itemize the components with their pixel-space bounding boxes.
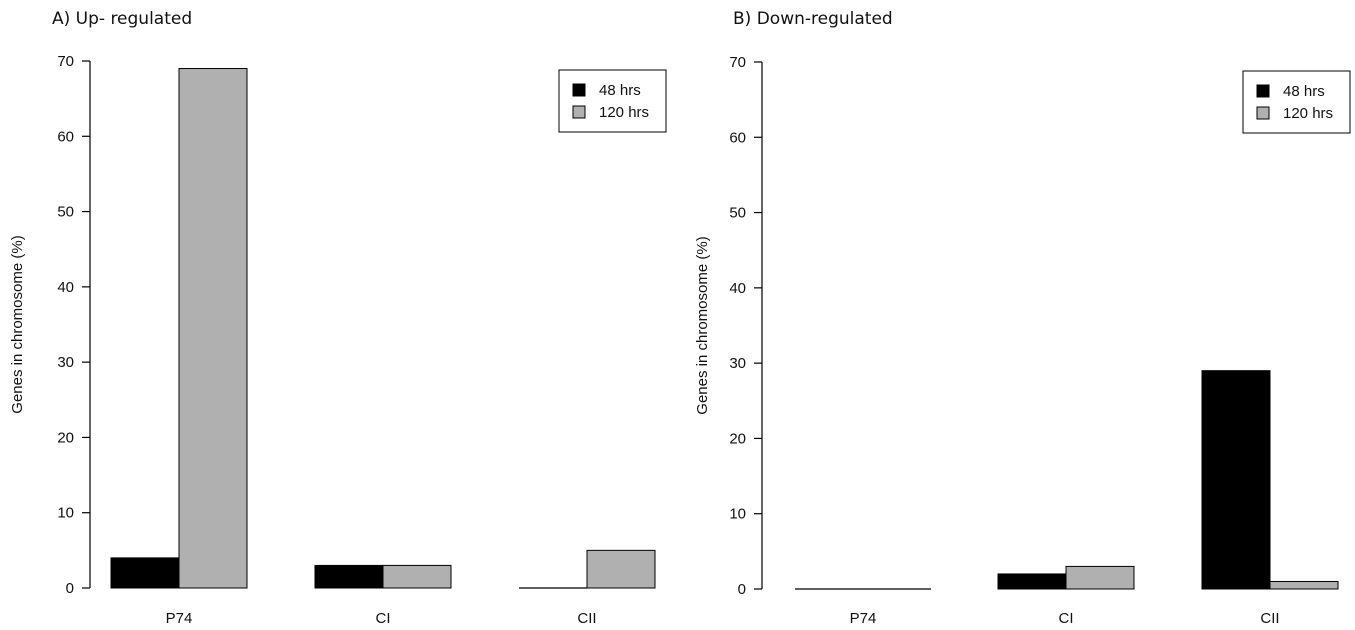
- y-tick-label: 0: [738, 581, 746, 598]
- legend-label: 120 hrs: [599, 104, 649, 121]
- bar: [586, 549, 656, 589]
- y-tick-label: 70: [729, 54, 746, 71]
- legend: 48 hrs 120 hrs: [1242, 70, 1351, 134]
- bar: [1269, 580, 1339, 590]
- y-tick-label: 20: [57, 429, 74, 446]
- y-tick-label: 70: [57, 53, 74, 70]
- chart-panel-a: A) Up- regulated 0 10 20 30 40 50 60 70 Genes in…: [9, 9, 667, 627]
- x-tick-label: CI: [376, 610, 391, 627]
- legend-label: 48 hrs: [599, 82, 641, 99]
- legend-label: 48 hrs: [1283, 83, 1325, 100]
- y-tick-label: 20: [729, 430, 746, 447]
- legend-swatch: [572, 83, 586, 97]
- y-tick-label: 10: [729, 506, 746, 523]
- y-axis-label: Genes in chromosome (%): [694, 236, 711, 414]
- legend-swatch: [572, 105, 586, 119]
- legend-swatch: [1256, 84, 1270, 98]
- x-tick-label: CI: [1059, 610, 1074, 627]
- y-tick-label: 10: [57, 505, 74, 522]
- chart-panel-b: B) Down-regulated 0 10 20 30 40 50 60 70 Genes i…: [680, 0, 1355, 630]
- bar-chart-a: 0 10 20 30 40 50 60 70 Genes in chromosome (%) P7…: [9, 53, 667, 627]
- bar: [1201, 370, 1271, 590]
- bar: [110, 557, 180, 589]
- legend: 48 hrs 120 hrs: [558, 69, 667, 133]
- legend-box: [558, 69, 667, 133]
- bar: [314, 564, 384, 589]
- x-tick-label: P74: [850, 610, 877, 627]
- x-tick-label: CII: [577, 610, 596, 627]
- y-tick-label: 60: [57, 128, 74, 145]
- bar: [997, 573, 1067, 590]
- bar: [382, 564, 452, 589]
- x-tick-label: CII: [1260, 610, 1279, 627]
- chart-title: A) Up- regulated: [52, 9, 193, 29]
- legend-label: 120 hrs: [1283, 105, 1333, 122]
- y-tick-label: 30: [57, 354, 74, 371]
- x-tick-label: P74: [166, 610, 193, 627]
- y-tick-label: 30: [729, 355, 746, 372]
- bar: [178, 68, 248, 589]
- y-tick-label: 40: [729, 280, 746, 297]
- y-tick-label: 50: [729, 205, 746, 222]
- chart-title: B) Down-regulated: [733, 9, 893, 29]
- y-tick-label: 0: [66, 580, 74, 597]
- legend-swatch: [1256, 106, 1270, 120]
- y-tick-label: 50: [57, 204, 74, 221]
- y-tick-label: 40: [57, 279, 74, 296]
- bar: [1065, 565, 1135, 590]
- bar-chart-b: 0 10 20 30 40 50 60 70 Genes in chromosome (%) P7…: [694, 54, 1351, 627]
- y-tick-label: 60: [729, 129, 746, 146]
- legend-box: [1242, 70, 1351, 134]
- y-axis-label: Genes in chromosome (%): [9, 235, 26, 413]
